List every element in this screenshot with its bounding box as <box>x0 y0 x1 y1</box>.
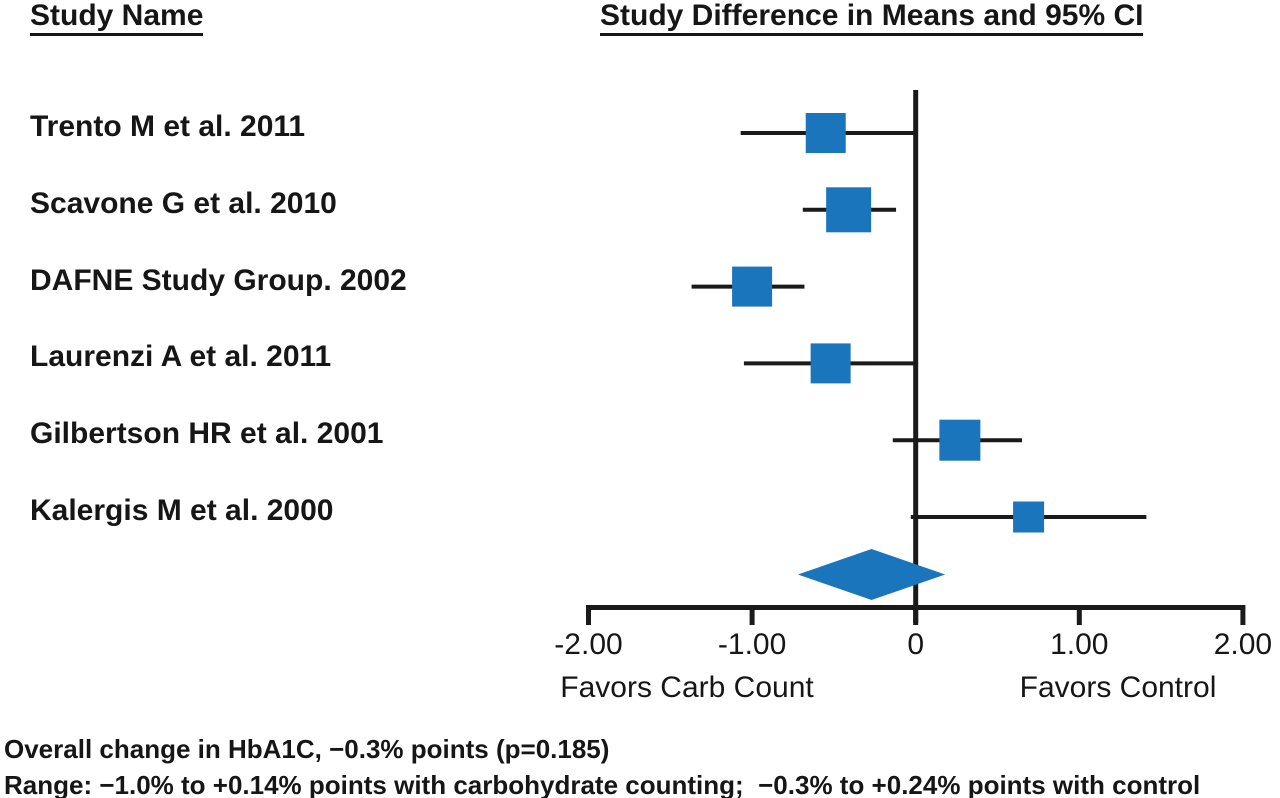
column-header-study-name: Study Name <box>30 0 204 36</box>
effect-size-square <box>1013 501 1045 533</box>
x-axis-tick-label: 2.00 <box>1213 628 1273 661</box>
study-label: Trento M et al. 2011 <box>30 110 306 143</box>
effect-size-square <box>939 419 981 461</box>
study-label: Laurenzi A et al. 2011 <box>30 340 332 374</box>
effect-size-square <box>732 266 773 307</box>
study-label: DAFNE Study Group. 2002 <box>30 263 407 297</box>
study-label: Kalergis M et al. 2000 <box>30 494 334 527</box>
effect-size-square <box>826 187 872 233</box>
overall-diamond <box>797 549 946 600</box>
x-axis-tick-label: -1.00 <box>717 628 787 661</box>
x-axis-tick-label: 1.00 <box>1050 628 1109 661</box>
x-axis-tick-label: 0 <box>907 628 925 661</box>
study-label: Gilbertson HR et al. 2001 <box>30 417 384 451</box>
effect-size-square <box>810 343 851 384</box>
effect-size-square <box>805 113 846 153</box>
footnote-overall-change: Overall change in HbA1C, −0.3% points (p… <box>4 734 610 764</box>
x-axis-tick-label: -2.00 <box>554 628 623 661</box>
footnote-range: Range: −1.0% to +0.14% points with carbo… <box>4 770 1201 798</box>
favors-control-label: Favors Control <box>1019 671 1217 704</box>
study-label: Scavone G et al. 2010 <box>30 186 337 220</box>
column-header-difference-in-means: Study Difference in Means and 95% CI <box>600 0 1144 36</box>
favors-carb-count-label: Favors Carb Count <box>560 671 814 704</box>
